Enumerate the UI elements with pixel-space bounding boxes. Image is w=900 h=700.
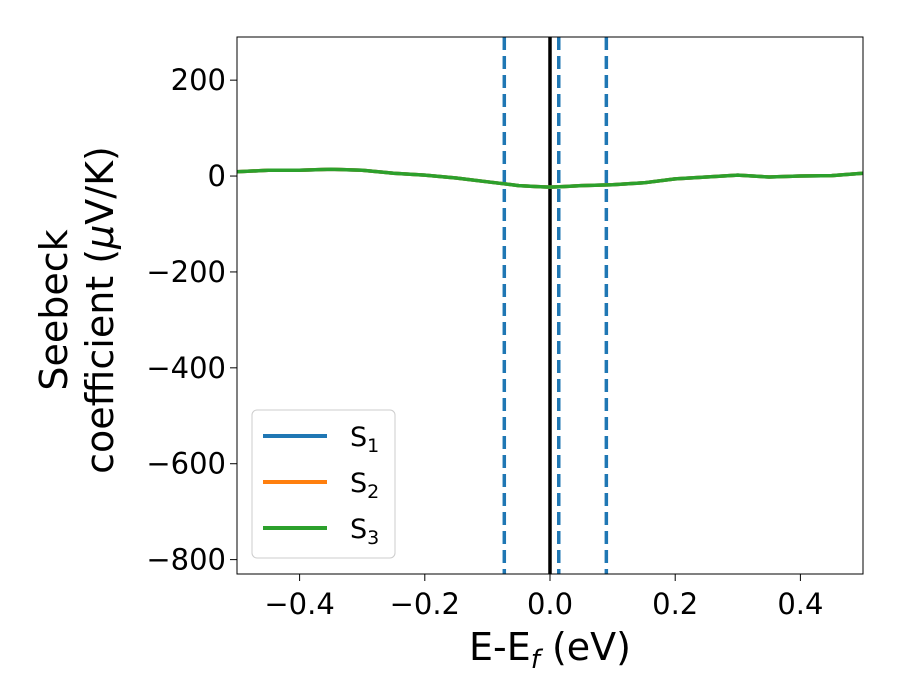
y-axis-title-unit: V/K) <box>78 146 122 225</box>
legend-label-s1: S1 <box>350 422 379 457</box>
legend-label-s2: S2 <box>350 468 379 503</box>
series-line-s3 <box>237 167 863 189</box>
y-axis-title-prefix: coefficient ( <box>78 249 122 474</box>
series-layer <box>237 167 863 189</box>
y-tick-label: −800 <box>146 543 226 577</box>
x-axis-title-unit: (eV) <box>540 625 631 669</box>
x-tick-label: 0.0 <box>527 587 573 621</box>
y-axis-title-mu: μ <box>78 225 122 250</box>
reference-lines <box>502 37 609 574</box>
y-tick-label: −400 <box>146 351 226 385</box>
y-axis-title: Seebeck coefficient (μV/K) <box>32 146 122 474</box>
y-axis-title-line2: coefficient (μV/K) <box>78 146 122 474</box>
x-axis-title: E-Ef (eV) <box>469 625 631 675</box>
y-tick-label: 0 <box>208 159 226 193</box>
x-tick-label: −0.2 <box>390 587 460 621</box>
x-axis-ticks: −0.4 −0.2 0.0 0.2 0.4 <box>264 574 823 621</box>
x-axis-title-main: E-E <box>469 625 531 669</box>
y-tick-label: −200 <box>146 255 226 289</box>
y-tick-label: −600 <box>146 447 226 481</box>
legend-label-s3: S3 <box>350 514 379 549</box>
y-axis-ticks: 200 0 −200 −400 −600 −800 <box>146 63 237 577</box>
x-tick-label: 0.4 <box>777 587 823 621</box>
x-tick-label: −0.4 <box>264 587 334 621</box>
y-axis-title-line1: Seebeck <box>32 229 76 390</box>
x-tick-label: 0.2 <box>652 587 698 621</box>
legend: S1 S2 S3 <box>251 409 396 559</box>
y-tick-label: 200 <box>171 63 226 97</box>
